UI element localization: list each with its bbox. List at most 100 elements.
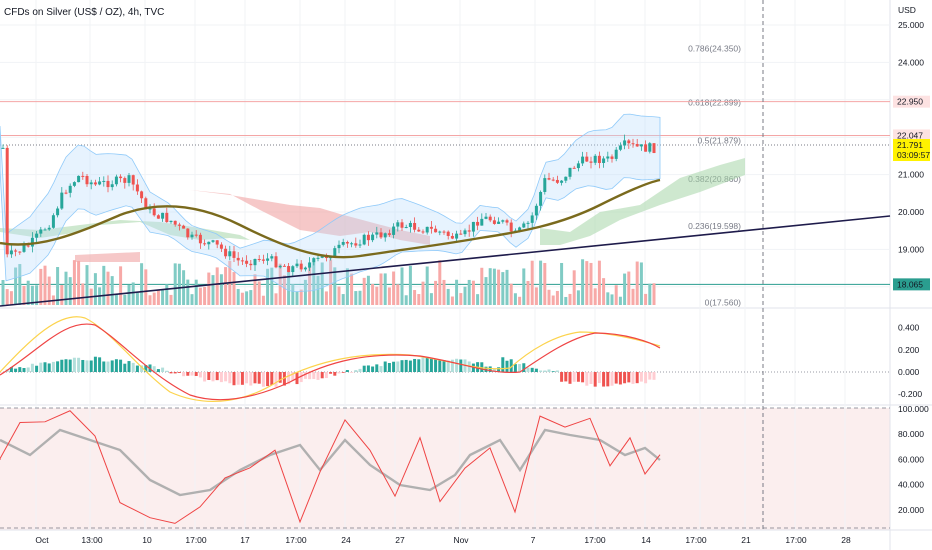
candle[interactable] [576, 163, 580, 169]
candle[interactable] [14, 250, 18, 252]
candle[interactable] [232, 251, 236, 258]
candle[interactable] [5, 147, 9, 255]
candle[interactable] [35, 233, 39, 238]
candle[interactable] [408, 222, 412, 228]
candle[interactable] [417, 229, 421, 232]
price-axis[interactable]: 25.00024.00023.00022.00021.00020.00019.0… [893, 20, 930, 515]
candle[interactable] [295, 263, 299, 267]
candle[interactable] [26, 245, 30, 247]
candle[interactable] [245, 260, 249, 264]
candle[interactable] [379, 232, 383, 238]
candle[interactable] [68, 185, 72, 193]
candle[interactable] [85, 175, 89, 185]
candle[interactable] [480, 218, 484, 226]
trend-line[interactable] [0, 215, 891, 307]
candle[interactable] [152, 208, 156, 216]
candle[interactable] [228, 251, 232, 257]
candle[interactable] [392, 226, 396, 235]
candle[interactable] [135, 184, 139, 192]
candle[interactable] [400, 222, 404, 228]
candle[interactable] [375, 232, 379, 235]
candle[interactable] [635, 144, 639, 147]
candle[interactable] [572, 167, 576, 169]
candle[interactable] [522, 223, 526, 228]
candle[interactable] [140, 191, 144, 199]
candle[interactable] [366, 234, 370, 241]
candle[interactable] [551, 179, 555, 181]
candle[interactable] [266, 258, 270, 261]
candle[interactable] [652, 143, 656, 153]
candle[interactable] [627, 140, 631, 144]
candle[interactable] [333, 248, 337, 258]
candle[interactable] [169, 220, 173, 223]
candle[interactable] [249, 263, 253, 266]
candle[interactable] [303, 267, 307, 270]
candle[interactable] [253, 259, 257, 266]
candle[interactable] [198, 234, 202, 244]
rsi-pane[interactable] [0, 407, 890, 529]
candle[interactable] [93, 182, 97, 185]
candle[interactable] [534, 205, 538, 216]
candle[interactable] [177, 224, 181, 226]
candle[interactable] [568, 167, 572, 177]
candle[interactable] [72, 182, 76, 186]
candle[interactable] [341, 242, 345, 245]
price-badge-resistance-low[interactable]: 22.047 [893, 129, 930, 142]
candle[interactable] [501, 220, 505, 222]
candle[interactable] [161, 212, 165, 219]
candle[interactable] [618, 145, 622, 150]
candle[interactable] [211, 240, 215, 242]
candle[interactable] [442, 231, 446, 233]
candle[interactable] [173, 220, 177, 225]
candle[interactable] [287, 266, 291, 273]
candle[interactable] [18, 251, 22, 253]
price-pane[interactable] [0, 0, 890, 308]
candle[interactable] [606, 156, 610, 159]
candle[interactable] [299, 263, 303, 270]
candle[interactable] [413, 222, 417, 230]
candle[interactable] [446, 231, 450, 236]
candle[interactable] [362, 234, 366, 245]
candle[interactable] [182, 225, 186, 229]
candle[interactable] [144, 198, 148, 210]
candle[interactable] [602, 158, 606, 163]
candle[interactable] [639, 144, 643, 147]
candle[interactable] [1, 147, 5, 149]
candle[interactable] [358, 244, 362, 246]
candle[interactable] [278, 265, 282, 268]
candle[interactable] [282, 265, 286, 267]
candle[interactable] [383, 233, 387, 238]
ascending-trend-line[interactable] [0, 215, 891, 307]
candle[interactable] [236, 257, 240, 261]
candle[interactable] [114, 176, 118, 185]
candle[interactable] [404, 227, 408, 229]
candle[interactable] [110, 184, 114, 188]
candle[interactable] [425, 226, 429, 233]
candle[interactable] [488, 216, 492, 221]
candle[interactable] [543, 178, 547, 192]
candle[interactable] [459, 233, 463, 235]
candle[interactable] [539, 191, 543, 206]
candle[interactable] [350, 243, 354, 245]
candle[interactable] [467, 230, 471, 232]
candle[interactable] [547, 178, 551, 180]
candle[interactable] [190, 234, 194, 238]
candle[interactable] [89, 182, 93, 185]
candle[interactable] [337, 244, 341, 249]
candle[interactable] [207, 241, 211, 245]
candle[interactable] [354, 243, 358, 246]
candle[interactable] [505, 220, 509, 223]
candle[interactable] [476, 221, 480, 226]
candle[interactable] [165, 212, 169, 223]
candlesticks[interactable] [1, 134, 656, 276]
time-axis[interactable]: Oct 13:00 10 17:00 17 17:00 24 27 Nov 7 17:00 14 17:… [35, 535, 851, 545]
candle[interactable] [429, 226, 433, 229]
candle[interactable] [148, 208, 152, 210]
price-badge-support[interactable]: 18.065 [893, 278, 930, 291]
candle[interactable] [131, 175, 135, 185]
candle[interactable] [509, 222, 513, 232]
candle[interactable] [81, 175, 85, 177]
candle[interactable] [224, 248, 228, 257]
